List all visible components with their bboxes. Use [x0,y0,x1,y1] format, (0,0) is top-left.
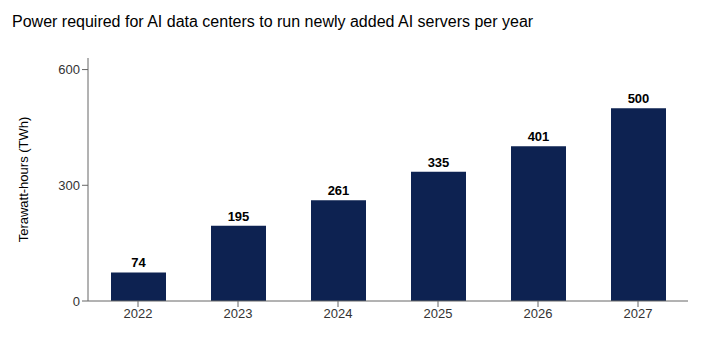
svg-text:2022: 2022 [124,306,153,321]
svg-text:600: 600 [58,62,80,77]
svg-text:335: 335 [428,155,450,170]
svg-text:195: 195 [228,209,250,224]
html-text:Power required for AI data cen: Power required for AI data centers to ru… [12,13,534,30]
svg-text:2027: 2027 [624,306,653,321]
svg-text:2024: 2024 [324,306,353,321]
svg-text:2025: 2025 [424,306,453,321]
svg-text:300: 300 [58,178,80,193]
svg-text:401: 401 [528,129,550,144]
svg-text:261: 261 [328,183,350,198]
svg-text:Terawatt-hours (TWh): Terawatt-hours (TWh) [16,117,31,243]
svg-text:74: 74 [131,255,146,270]
svg-text:0: 0 [73,294,80,309]
svg-text:2026: 2026 [524,306,553,321]
svg-text:2023: 2023 [224,306,253,321]
svg-text:500: 500 [628,91,650,106]
